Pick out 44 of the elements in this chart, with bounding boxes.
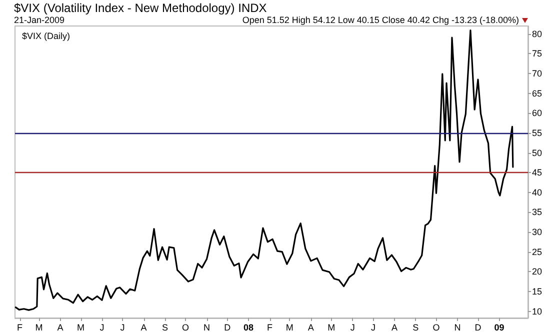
x-tick-label: J: [100, 322, 104, 332]
x-tick-label: M: [286, 322, 294, 332]
y-tick-label: 35: [532, 207, 542, 218]
x-tick-label: J: [370, 322, 376, 332]
x-tick-label: A: [391, 322, 398, 332]
x-tick-label: 08: [244, 322, 254, 332]
line-series: [14, 30, 514, 311]
x-tick-label: M: [328, 322, 336, 332]
x-tick-label: A: [57, 322, 64, 332]
x-tick-label: S: [412, 322, 419, 332]
x-tick-label: F: [267, 322, 274, 332]
y-tick-label: 20: [532, 266, 542, 277]
x-tick-label: A: [308, 322, 314, 332]
x-tick-label: D: [474, 322, 482, 332]
y-tick-label: 80: [532, 28, 542, 39]
text: $VIX (Daily): [22, 31, 70, 41]
y-tick-label: 70: [532, 68, 542, 79]
x-tick-label: O: [182, 322, 190, 332]
chart-subtitle: 21-Jan-2009: [14, 15, 65, 25]
x-tick-label: M: [35, 322, 43, 332]
y-tick-label: 25: [532, 246, 542, 257]
text: Open 51.52 High 54.12 Low 40.15 Close 40.42 Chg -13.23 (-18.00%): [242, 15, 519, 25]
y-tick-label: 45: [532, 168, 542, 178]
y-tick-label: 15: [532, 286, 542, 296]
x-tick-label: A: [140, 322, 147, 332]
x-tick-label: J: [120, 322, 125, 332]
y-tick-label: 30: [532, 227, 542, 238]
x-tick-label: D: [224, 322, 232, 332]
x-tick-label: S: [162, 322, 168, 332]
y-tick-label: 10: [532, 306, 542, 316]
x-tick-label: M: [77, 322, 84, 332]
x-tick-label: F: [17, 322, 24, 332]
y-tick-label: 50: [532, 148, 542, 158]
x-tick-label: 09: [494, 322, 504, 332]
x-tick-label: O: [432, 322, 440, 332]
y-tick-label: 55: [532, 128, 542, 138]
y-tick-label: 60: [532, 108, 542, 118]
y-tick-label: 75: [532, 48, 542, 59]
x-tick-label: N: [204, 322, 210, 332]
x-tick-label: J: [350, 322, 355, 332]
chart-title: $VIX (Volatility Index - New Methodology) INDX: [14, 1, 267, 15]
x-tick-label: N: [454, 322, 461, 332]
y-tick-label: 65: [532, 88, 542, 98]
y-tick-label: 40: [532, 187, 542, 198]
